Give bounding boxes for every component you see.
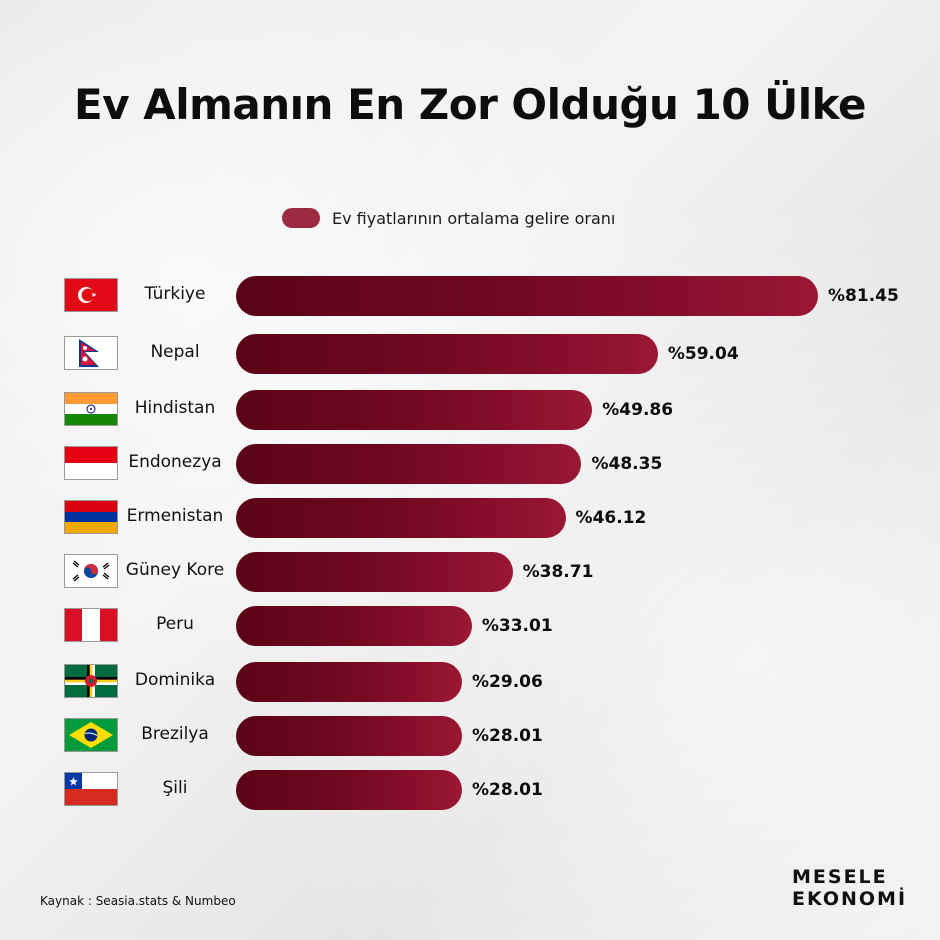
data-label: %46.12 [575, 508, 647, 528]
nepal-flag-icon [64, 336, 118, 370]
dominica-flag-icon [64, 664, 118, 698]
data-label: %59.04 [667, 344, 739, 364]
source-note: Kaynak : Seasia.stats & Numbeo [40, 894, 236, 908]
chart-title: Ev Almanın En Zor Olduğu 10 Ülke [74, 80, 866, 129]
bar [236, 444, 582, 484]
chart-row: Dominika %29.06 [0, 662, 940, 704]
chart-row: Hindistan %49.86 [0, 390, 940, 432]
brand-logo: MESELE EKONOMİ [792, 866, 920, 910]
category-label: Şili [162, 778, 188, 798]
bar [236, 334, 658, 374]
chart-row: Brezilya %28.01 [0, 716, 940, 758]
india-flag-icon [64, 392, 118, 426]
data-label: %29.06 [472, 672, 543, 692]
category-label: Güney Kore [125, 560, 225, 580]
chart-row: Güney Kore %38.71 [0, 552, 940, 594]
data-label: %49.86 [602, 400, 674, 420]
south-korea-flag-icon [64, 554, 118, 588]
chart-row: Türkiye %81.45 [0, 276, 940, 318]
brand-line-1: MESELE [792, 866, 888, 888]
chart-row: Şili %28.01 [0, 770, 940, 812]
category-label: Dominika [134, 670, 216, 690]
bar [236, 276, 818, 316]
category-label: Brezilya [141, 724, 209, 744]
peru-flag-icon [64, 608, 118, 642]
chart-row: Ermenistan %46.12 [0, 498, 940, 540]
chart-row: Peru %33.01 [0, 606, 940, 648]
turkey-flag-icon [64, 278, 118, 312]
brazil-flag-icon [64, 718, 118, 752]
data-label: %28.01 [472, 780, 543, 800]
armenia-flag-icon [64, 500, 118, 534]
chart-row: Nepal %59.04 [0, 334, 940, 376]
legend-label: Ev fiyatlarının ortalama gelire oranı [332, 208, 616, 228]
bar [236, 552, 513, 592]
bar [236, 770, 462, 810]
data-label: %28.01 [472, 726, 543, 746]
data-label: %48.35 [591, 454, 663, 474]
bar [236, 498, 566, 538]
category-label: Endonezya [128, 452, 222, 472]
category-label: Hindistan [134, 398, 216, 418]
indonesia-flag-icon [64, 446, 118, 480]
bar [236, 390, 593, 430]
category-label: Peru [156, 614, 194, 634]
chile-flag-icon [64, 772, 118, 806]
data-label: %38.71 [522, 562, 594, 582]
category-label: Ermenistan [126, 506, 224, 526]
category-label: Türkiye [144, 284, 206, 304]
legend-swatch [282, 208, 320, 228]
category-label: Nepal [150, 342, 200, 362]
bar [236, 716, 462, 756]
data-label: %81.45 [828, 286, 899, 306]
data-label: %33.01 [481, 616, 553, 636]
bar [236, 606, 472, 646]
brand-line-2: EKONOMİ [792, 888, 908, 910]
bar [236, 662, 462, 702]
chart-row: Endonezya %48.35 [0, 444, 940, 486]
legend: Ev fiyatlarının ortalama gelire oranı [282, 205, 615, 231]
